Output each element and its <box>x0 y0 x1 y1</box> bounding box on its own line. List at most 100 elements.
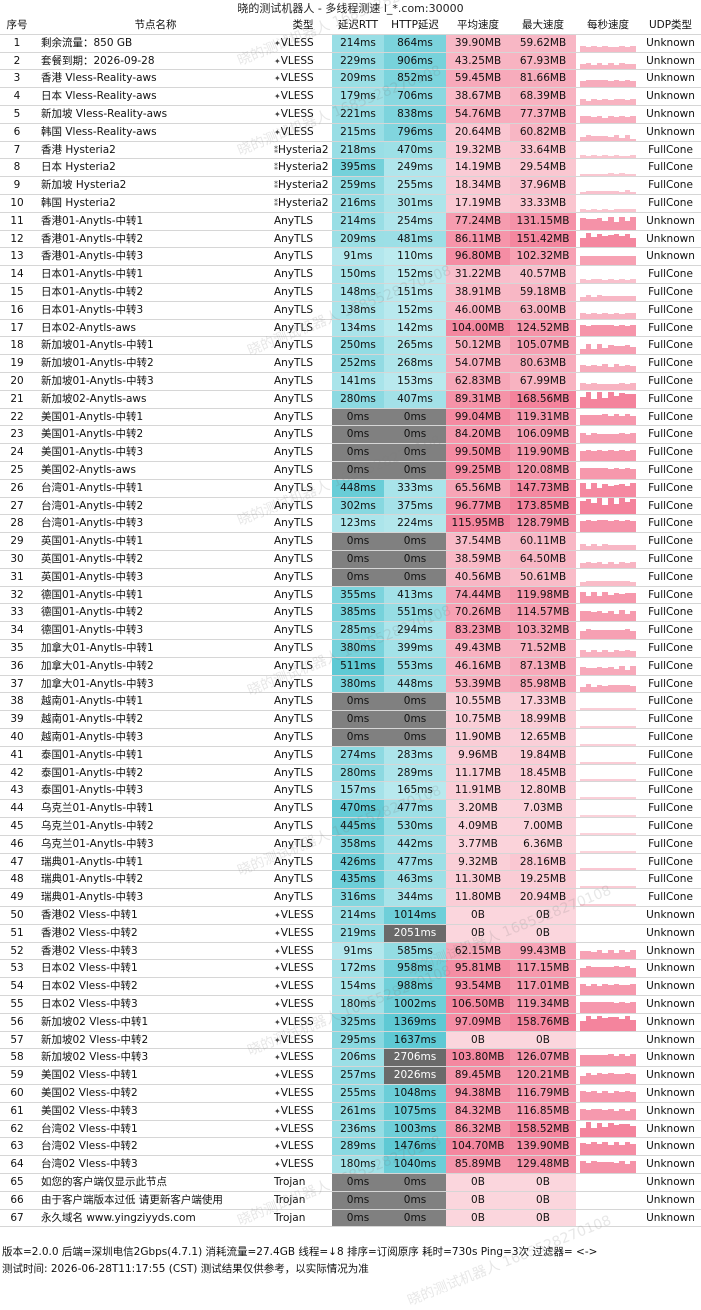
per-second-speed-bars <box>576 70 640 88</box>
speed-bar <box>619 255 625 266</box>
speed-bar <box>608 217 614 230</box>
speed-bar <box>596 391 603 408</box>
speed-bar <box>624 414 631 426</box>
per-second-speed-bars <box>576 320 640 337</box>
node-name: 台湾02 Vless-中转2 <box>41 1140 138 1153</box>
max-speed: 119.31MB <box>510 408 576 426</box>
speed-bar <box>613 64 620 70</box>
protocol-icon: ✦ <box>274 1017 281 1027</box>
speed-bar <box>630 296 636 301</box>
node-name: 日本 Vless-Reality-aws <box>41 90 157 103</box>
speed-bar <box>619 416 625 426</box>
speed-bar <box>608 610 614 622</box>
speed-bar <box>591 98 597 105</box>
rtt-latency: 385ms <box>332 604 384 622</box>
speed-bar <box>591 967 597 978</box>
speed-bar <box>630 450 636 461</box>
speed-bar <box>619 886 625 889</box>
row-index: 17 <box>10 321 24 334</box>
speed-bar <box>585 434 592 444</box>
max-speed: 85.98MB <box>510 675 576 693</box>
protocol-type: ⁑Hysteria2 <box>270 142 332 159</box>
rtt-latency: 0ms <box>332 408 384 426</box>
protocol-label: AnyTLS <box>274 268 313 281</box>
speed-bar <box>596 581 603 586</box>
udp-type: FullCone <box>648 606 693 619</box>
max-speed: 28.16MB <box>510 853 576 871</box>
rtt-latency: 448ms <box>332 479 384 497</box>
speed-bar <box>624 134 631 141</box>
speed-bar <box>602 467 608 479</box>
protocol-type: AnyTLS <box>270 480 332 497</box>
protocol-icon: ✦ <box>274 74 281 84</box>
speed-bar <box>619 561 625 568</box>
protocol-label: Trojan <box>274 1211 306 1224</box>
speed-bar <box>619 1092 625 1102</box>
rtt-latency: 302ms <box>332 497 384 515</box>
table-row: 47 瑞典01-Anytls-中转1 AnyTLS 426ms 477ms 9.32MB 2… <box>0 853 701 872</box>
rtt-latency: 219ms <box>332 924 384 942</box>
avg-speed: 65.56MB <box>446 479 510 497</box>
speed-bar <box>596 295 603 301</box>
rtt-latency: 236ms <box>332 1120 384 1138</box>
table-row: 52 香港02 Vless-中转3 ✦VLESS 91ms 585ms 62.15MB 99… <box>0 942 701 961</box>
speed-bar <box>602 98 608 105</box>
speed-bar <box>591 983 597 995</box>
per-second-speed-bars <box>576 498 640 515</box>
table-row: 39 越南01-Anytls-中转2 AnyTLS 0ms 0ms 10.75MB 18.9… <box>0 711 701 729</box>
max-speed: 68.39MB <box>510 88 576 105</box>
speed-bar <box>630 581 636 586</box>
per-second-speed-bars <box>576 53 640 70</box>
avg-speed: 4.09MB <box>446 818 510 835</box>
speed-bar <box>608 985 614 995</box>
row-index: 59 <box>10 1069 24 1082</box>
speed-bar <box>580 814 586 817</box>
udp-type: Unknown <box>646 926 695 939</box>
speed-bar <box>630 650 636 657</box>
udp-type: Unknown <box>646 1211 695 1224</box>
node-name: 泰国01-Anytls-中转1 <box>41 748 144 761</box>
speed-bar <box>591 1074 597 1084</box>
table-row: 15 日本01-Anytls-中转2 AnyTLS 148ms 151ms 38.91MB… <box>0 284 701 302</box>
protocol-type: ✦VLESS <box>270 1049 332 1066</box>
speed-bar <box>580 414 586 426</box>
per-second-speed-bars <box>576 925 640 942</box>
max-speed: 119.90MB <box>510 444 576 461</box>
udp-type: FullCone <box>648 624 693 637</box>
table-row: 26 台湾01-Anytls-中转1 AnyTLS 448ms 333ms 65.56MB… <box>0 479 701 498</box>
table-row: 46 乌克兰01-Anytls-中转3 AnyTLS 358ms 442ms 3.77MB… <box>0 835 701 854</box>
http-latency: 0ms <box>384 462 446 479</box>
speed-bar <box>602 592 608 604</box>
speed-bar <box>608 561 614 568</box>
per-second-speed-bars <box>576 391 640 408</box>
speed-bar <box>608 209 614 212</box>
speed-bar <box>608 324 614 337</box>
row-index: 45 <box>10 820 24 832</box>
speed-bar <box>585 1001 592 1013</box>
speed-bar <box>630 1019 636 1031</box>
protocol-label: AnyTLS <box>274 464 313 476</box>
speed-bar <box>630 191 636 194</box>
rtt-latency: 358ms <box>332 835 384 853</box>
speed-bar <box>580 650 586 657</box>
speed-bar <box>608 950 614 960</box>
table-row: 53 日本02 Vless-中转1 ✦VLESS 172ms 958ms 95.81MB 1… <box>0 960 701 979</box>
node-name: 永久域名 www.yingziyyds.com <box>41 1211 196 1224</box>
speed-bar <box>602 581 608 586</box>
table-row: 32 德国01-Anytls-中转1 AnyTLS 355ms 413ms 74.44MB… <box>0 586 701 605</box>
row-index: 52 <box>10 944 24 957</box>
http-latency: 0ms <box>384 551 446 568</box>
speed-bar <box>591 544 597 550</box>
table-row: 33 德国01-Anytls-中转2 AnyTLS 385ms 551ms 70.26MB… <box>0 604 701 623</box>
node-name: 香港02 Vless-中转3 <box>41 944 138 957</box>
rtt-latency: 138ms <box>332 301 384 319</box>
table-row: 59 美国02 Vless-中转1 ✦VLESS 257ms 2026ms 89.45MB… <box>0 1067 701 1085</box>
speed-bar <box>613 434 620 444</box>
max-speed: 120.08MB <box>510 462 576 479</box>
row-index: 67 <box>10 1211 24 1224</box>
speed-bar <box>591 312 597 319</box>
max-speed: 40.57MB <box>510 266 576 283</box>
speed-bar <box>613 383 620 390</box>
speed-bar <box>619 950 625 960</box>
http-latency: 165ms <box>384 782 446 800</box>
